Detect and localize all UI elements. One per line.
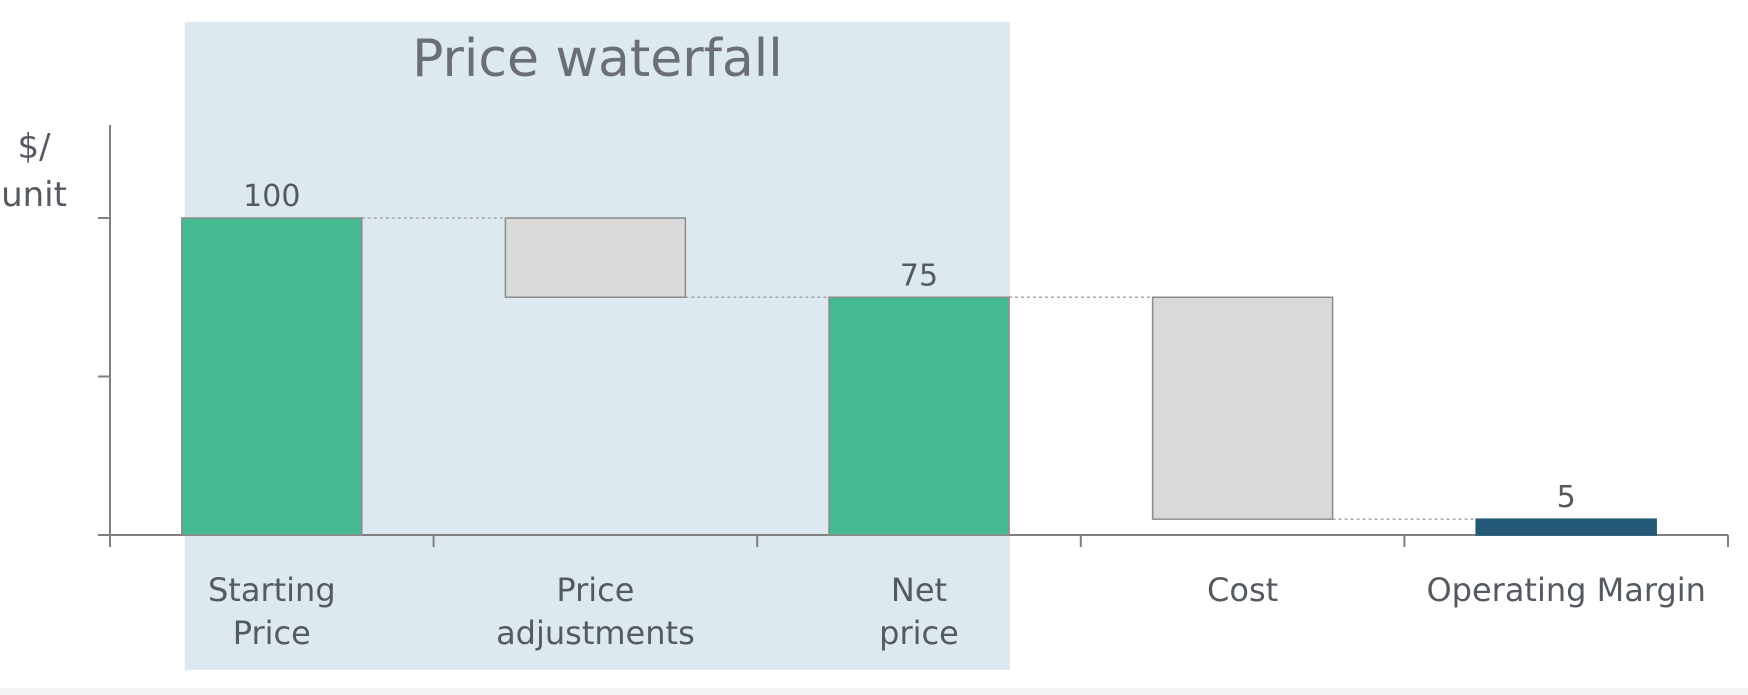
bar-0 (181, 217, 363, 536)
y-axis-label-line: unit (1, 175, 67, 215)
category-label: Cost (1207, 571, 1278, 609)
category-label: Price (233, 614, 311, 652)
category-label: Price (556, 571, 634, 609)
bar-4 (1475, 518, 1657, 536)
bars (181, 217, 1657, 536)
category-labels: Starting Price Price adjustments Net price Cos… (208, 571, 1706, 652)
value-label: 75 (900, 258, 938, 293)
bar-3 (1151, 296, 1334, 520)
category-label: Starting (208, 571, 336, 609)
bar-1 (504, 217, 687, 298)
value-label: 5 (1557, 480, 1576, 515)
value-label: 100 (243, 179, 300, 214)
category-label: adjustments (496, 614, 695, 652)
chart-title: Price waterfall (412, 29, 783, 89)
bar-2 (828, 296, 1010, 536)
category-label: Operating Margin (1426, 571, 1705, 609)
category-label: Net (891, 571, 947, 609)
y-axis-label-line: $/ (17, 127, 51, 167)
value-labels: 100 75 5 (243, 179, 1576, 515)
category-label: price (879, 614, 959, 652)
y-axis-label: $/ unit (1, 127, 67, 215)
bottom-strip (0, 688, 1748, 695)
